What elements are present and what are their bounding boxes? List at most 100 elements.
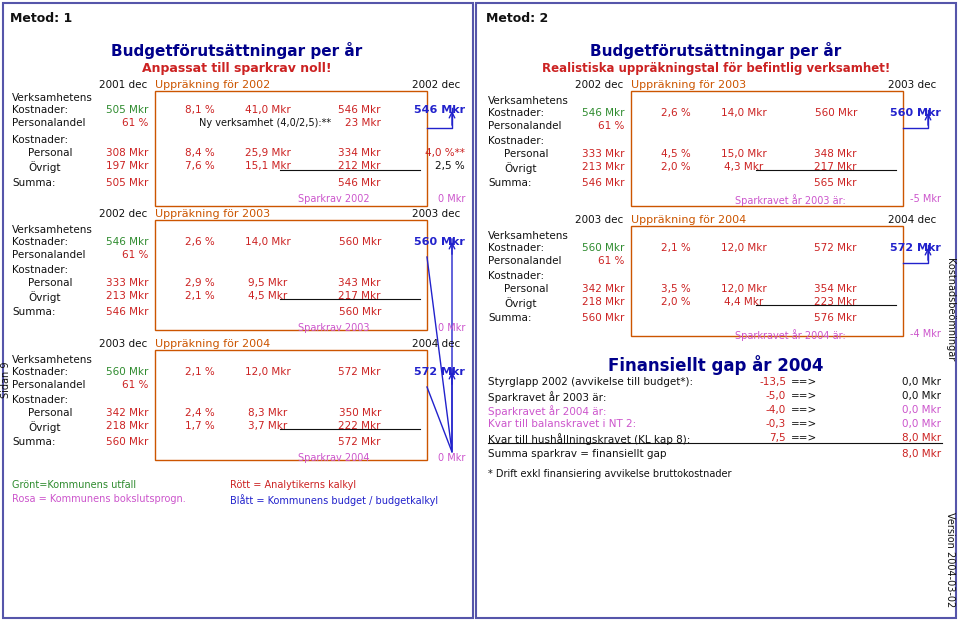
Text: 217 Mkr: 217 Mkr	[814, 162, 857, 172]
Text: Kostnader:: Kostnader:	[12, 395, 68, 405]
Text: Kostnader:: Kostnader:	[488, 108, 544, 118]
Text: 4,0 %**: 4,0 %**	[425, 148, 465, 158]
Text: 9,5 Mkr: 9,5 Mkr	[248, 278, 288, 288]
Text: 572 Mkr: 572 Mkr	[814, 243, 857, 253]
Text: 0 Mkr: 0 Mkr	[437, 453, 465, 463]
Text: 218 Mkr: 218 Mkr	[581, 297, 624, 307]
Text: Personal: Personal	[28, 148, 73, 158]
Text: 8,4 %: 8,4 %	[185, 148, 215, 158]
Text: 342 Mkr: 342 Mkr	[581, 284, 624, 294]
Text: Övrigt: Övrigt	[504, 162, 536, 174]
Text: 505 Mkr: 505 Mkr	[105, 105, 148, 115]
Text: 560 Mkr: 560 Mkr	[105, 367, 148, 377]
Text: 0,0 Mkr: 0,0 Mkr	[902, 377, 941, 387]
Text: Uppräkning för 2004: Uppräkning för 2004	[155, 339, 270, 349]
Text: Personalandel: Personalandel	[12, 380, 85, 390]
Text: Sparkravet år 2003 är:: Sparkravet år 2003 är:	[488, 391, 606, 403]
Text: Blått = Kommunens budget / budgetkalkyl: Blått = Kommunens budget / budgetkalkyl	[230, 494, 438, 506]
Bar	[631, 226, 903, 336]
Text: 308 Mkr: 308 Mkr	[105, 148, 148, 158]
Text: 565 Mkr: 565 Mkr	[814, 178, 857, 188]
Bar	[3, 3, 473, 618]
Text: 560 Mkr: 560 Mkr	[339, 237, 381, 247]
Text: Personal: Personal	[28, 408, 73, 418]
Text: 546 Mkr: 546 Mkr	[581, 108, 624, 118]
Text: 2,9 %: 2,9 %	[185, 278, 215, 288]
Text: 342 Mkr: 342 Mkr	[105, 408, 148, 418]
Text: 217 Mkr: 217 Mkr	[339, 291, 381, 301]
Text: Kostnadsbeömningar: Kostnadsbeömningar	[945, 258, 955, 361]
Text: Sparkravet år 2004 är:: Sparkravet år 2004 är:	[736, 329, 846, 341]
Text: 14,0 Mkr: 14,0 Mkr	[246, 237, 291, 247]
Text: 350 Mkr: 350 Mkr	[339, 408, 381, 418]
Text: ==>: ==>	[791, 391, 817, 401]
Bar	[155, 91, 427, 206]
Text: 213 Mkr: 213 Mkr	[581, 162, 624, 172]
Text: Anpassat till sparkrav noll!: Anpassat till sparkrav noll!	[142, 62, 332, 75]
Text: 2003 dec: 2003 dec	[99, 339, 147, 349]
Text: Verksamhetens: Verksamhetens	[12, 225, 93, 235]
Text: Sparkrav 2002: Sparkrav 2002	[298, 194, 370, 204]
Text: Summa:: Summa:	[488, 178, 531, 188]
Text: 0 Mkr: 0 Mkr	[437, 194, 465, 204]
Text: * Drift exkl finansiering avvikelse bruttokostnader: * Drift exkl finansiering avvikelse brut…	[488, 469, 732, 479]
Text: 546 Mkr: 546 Mkr	[414, 105, 465, 115]
Text: 546 Mkr: 546 Mkr	[339, 105, 381, 115]
Text: 348 Mkr: 348 Mkr	[814, 149, 857, 159]
Text: Personalandel: Personalandel	[12, 118, 85, 128]
Text: Personal: Personal	[504, 149, 549, 159]
Text: Personalandel: Personalandel	[488, 121, 562, 131]
Text: 2,4 %: 2,4 %	[185, 408, 215, 418]
Text: 222 Mkr: 222 Mkr	[339, 421, 381, 431]
Text: 546 Mkr: 546 Mkr	[581, 178, 624, 188]
Text: 61 %: 61 %	[122, 118, 148, 128]
Text: 572 Mkr: 572 Mkr	[339, 437, 381, 447]
Text: 2,1 %: 2,1 %	[661, 243, 690, 253]
Text: 2004 dec: 2004 dec	[411, 339, 460, 349]
Text: Grönt=Kommunens utfall: Grönt=Kommunens utfall	[12, 480, 136, 490]
Text: -13,5: -13,5	[759, 377, 786, 387]
Text: 354 Mkr: 354 Mkr	[814, 284, 857, 294]
Text: 61 %: 61 %	[597, 121, 624, 131]
Text: 560 Mkr: 560 Mkr	[581, 313, 624, 323]
Text: 2003 dec: 2003 dec	[888, 80, 936, 90]
Text: 2002 dec: 2002 dec	[411, 80, 460, 90]
Text: Kostnader:: Kostnader:	[12, 105, 68, 115]
Text: Kostnader:: Kostnader:	[12, 237, 68, 247]
Text: Sparkrav 2004: Sparkrav 2004	[298, 453, 370, 463]
Text: 2003 dec: 2003 dec	[411, 209, 460, 219]
Text: Kostnader:: Kostnader:	[12, 135, 68, 145]
Text: 4,3 Mkr: 4,3 Mkr	[724, 162, 763, 172]
Text: Styrglapp 2002 (avvikelse till budget*):: Styrglapp 2002 (avvikelse till budget*):	[488, 377, 693, 387]
Text: ==>: ==>	[791, 419, 817, 429]
Text: 2,6 %: 2,6 %	[661, 108, 690, 118]
Text: Kvar till balanskravet i NT 2:: Kvar till balanskravet i NT 2:	[488, 419, 636, 429]
Text: 572 Mkr: 572 Mkr	[890, 243, 941, 253]
Text: 197 Mkr: 197 Mkr	[105, 161, 148, 171]
Text: 2,0 %: 2,0 %	[661, 297, 690, 307]
Text: 2,0 %: 2,0 %	[661, 162, 690, 172]
Text: 61 %: 61 %	[597, 256, 624, 266]
Text: 61 %: 61 %	[122, 380, 148, 390]
Text: -0,3: -0,3	[765, 419, 786, 429]
Text: 223 Mkr: 223 Mkr	[814, 297, 857, 307]
Text: Summa sparkrav = finansiellt gap: Summa sparkrav = finansiellt gap	[488, 449, 667, 459]
Text: Personal: Personal	[28, 278, 73, 288]
Text: 1,7 %: 1,7 %	[185, 421, 215, 431]
Text: Sparkravet år 2003 är:: Sparkravet år 2003 är:	[736, 194, 846, 206]
Text: Kostnader:: Kostnader:	[12, 265, 68, 275]
Text: 8,3 Mkr: 8,3 Mkr	[248, 408, 288, 418]
Text: 15,1 Mkr: 15,1 Mkr	[246, 161, 291, 171]
Text: 4,5 Mkr: 4,5 Mkr	[248, 291, 288, 301]
Text: Sparkrav 2003: Sparkrav 2003	[298, 323, 370, 333]
Text: -5,0: -5,0	[765, 391, 786, 401]
Text: Metod: 1: Metod: 1	[10, 12, 72, 25]
Text: 0,0 Mkr: 0,0 Mkr	[902, 405, 941, 415]
Text: 546 Mkr: 546 Mkr	[105, 307, 148, 317]
Text: 2002 dec: 2002 dec	[99, 209, 147, 219]
Text: Verksamhetens: Verksamhetens	[12, 355, 93, 365]
Text: 560 Mkr: 560 Mkr	[890, 108, 941, 118]
Bar	[631, 91, 903, 206]
Text: 23 Mkr: 23 Mkr	[345, 118, 381, 128]
Text: 0 Mkr: 0 Mkr	[437, 323, 465, 333]
